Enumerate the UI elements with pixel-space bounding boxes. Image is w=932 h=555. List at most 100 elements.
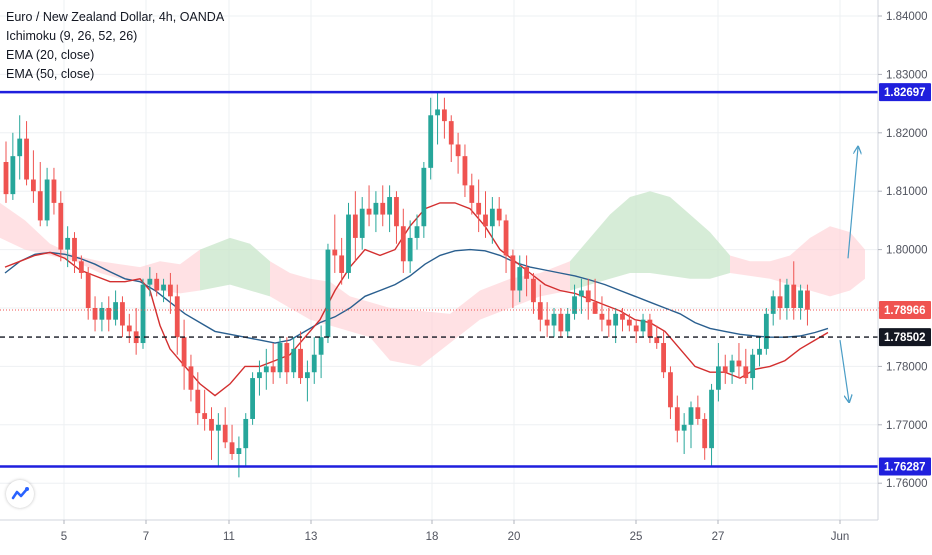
candle-body (421, 167, 427, 227)
candle-body (72, 237, 77, 262)
price-tick-label: 1.82000 (886, 128, 928, 140)
candle-body (277, 343, 283, 373)
price-tick-label: 1.78000 (886, 361, 928, 373)
cloud-segment (310, 278, 330, 326)
candle-body (558, 313, 564, 332)
candle-body (455, 144, 461, 157)
cloud-segment (230, 237, 250, 291)
cloud-segment (180, 249, 200, 294)
cloud-segment (730, 255, 750, 276)
candle-body (10, 156, 16, 195)
cloud-segment (450, 290, 480, 344)
candle-body (352, 214, 358, 238)
candle-body (736, 360, 742, 367)
cloud-segment (480, 278, 510, 320)
candle-body (332, 249, 338, 256)
candle-body (763, 313, 769, 349)
candle-body (483, 214, 488, 227)
candle-body (537, 302, 543, 320)
candle-body (181, 337, 187, 367)
cloud-segment (570, 237, 590, 291)
candle-body (263, 366, 269, 373)
cloud-segment (590, 214, 610, 285)
candle-body (777, 296, 783, 308)
candle-body (435, 109, 440, 116)
legend-ichimoku[interactable]: Ichimoku (9, 26, 52, 26) (6, 29, 138, 43)
candle-body (366, 208, 372, 215)
cloud-segment (270, 261, 290, 308)
legend-symbol[interactable]: Euro / New Zealand Dollar, 4h, OANDA (6, 10, 225, 24)
time-tick-label: 5 (61, 531, 67, 543)
candle-body (524, 267, 529, 279)
candle-body (17, 138, 23, 157)
candle-body (462, 156, 468, 186)
candle-body (770, 296, 776, 314)
time-tick-label: 7 (143, 531, 149, 543)
candle-body (243, 418, 249, 449)
candle-body (428, 115, 434, 168)
candle-body (531, 278, 536, 303)
price-tick-label: 1.76000 (886, 478, 928, 490)
cloud-segment (370, 302, 390, 361)
cloud-segment (690, 214, 710, 279)
candle-body (126, 325, 132, 332)
candle-body (448, 121, 454, 145)
candle-body (722, 366, 728, 373)
candle-body (668, 372, 673, 408)
candle-body (517, 267, 523, 291)
candle-body (298, 348, 303, 379)
candle-body (161, 284, 166, 291)
candle-body (503, 220, 509, 256)
candle-body (92, 308, 98, 320)
candle-body (709, 389, 714, 449)
candle-body (229, 442, 235, 454)
candle-body (394, 197, 399, 227)
candles (3, 91, 810, 478)
candle-body (626, 319, 632, 326)
candle-body (85, 272, 91, 308)
legend-ema50[interactable]: EMA (50, close) (6, 67, 95, 81)
cloud-segment (770, 255, 790, 285)
cloud-segment (50, 243, 75, 262)
time-tick-label: Jun (831, 531, 850, 543)
cloud-segment (330, 281, 350, 332)
candle-body (3, 162, 9, 195)
candle-body (140, 284, 146, 344)
candle-body (729, 360, 735, 373)
candle-body (654, 337, 660, 344)
candle-body (99, 308, 105, 320)
candle-body (387, 197, 392, 215)
legend-ema20[interactable]: EMA (20, close) (6, 48, 95, 62)
candle-body (647, 319, 653, 338)
cloud-segment (750, 261, 770, 279)
candle-body (250, 378, 255, 419)
candle-body (257, 372, 262, 379)
candle-body (585, 290, 591, 303)
time-tick-label: 13 (305, 531, 318, 543)
cloud-segment (630, 191, 650, 273)
candle-body (311, 354, 317, 373)
candle-body (113, 302, 118, 320)
candle-body (209, 418, 214, 431)
resistance-label-bg (879, 83, 931, 102)
candle-body (510, 255, 516, 291)
tradingview-logo-icon[interactable] (6, 480, 34, 508)
candle-body (805, 290, 810, 310)
cloud-segment (810, 226, 830, 297)
candle-body (31, 179, 36, 192)
candle-body (380, 202, 386, 215)
support-label-bg (879, 457, 931, 476)
candle-body (44, 179, 50, 221)
candle-body (476, 202, 482, 215)
candle-body (640, 319, 646, 332)
candle-body (120, 302, 125, 326)
current-price-label-bg (879, 300, 931, 319)
candle-body (661, 343, 666, 373)
candle-body (339, 255, 345, 273)
time-tick-label: 20 (508, 531, 521, 543)
candle-body (750, 354, 756, 379)
candle-body (606, 319, 612, 326)
candle-body (174, 296, 180, 338)
